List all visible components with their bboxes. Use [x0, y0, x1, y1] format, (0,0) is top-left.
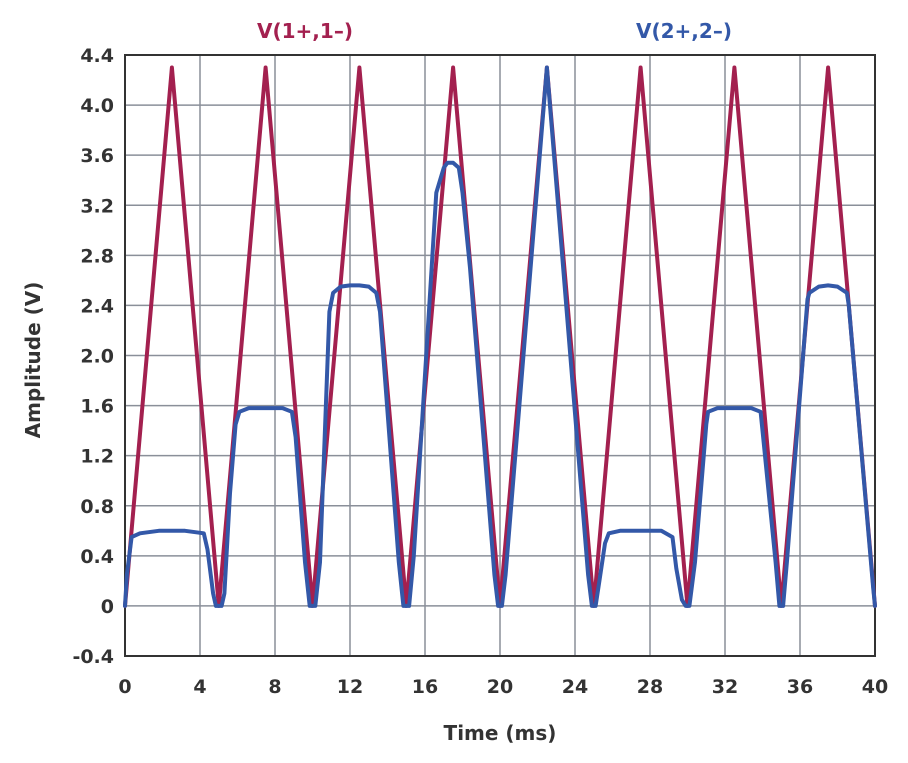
grid [124, 54, 876, 657]
x-tick-label: 24 [562, 676, 588, 698]
y-tick-label: 4.4 [80, 45, 114, 67]
y-tick-label: -0.4 [72, 646, 114, 668]
x-tick-label: 32 [712, 676, 738, 698]
y-tick-label: 0.4 [80, 546, 114, 568]
y-axis-label: Amplitude (V) [21, 282, 45, 439]
y-ticks: -0.4 0 0.4 0.8 1.2 1.6 2.0 2.4 2.8 3.2 3.6 4.0 4.4 [72, 45, 114, 668]
y-tick-label: 3.6 [80, 145, 114, 167]
x-tick-label: 28 [637, 676, 663, 698]
x-tick-label: 36 [787, 676, 813, 698]
y-tick-label: 1.2 [80, 446, 114, 468]
series-line-2 [123, 65, 877, 608]
y-tick-label: 3.2 [80, 195, 114, 217]
y-tick-label: 2.4 [80, 295, 114, 317]
y-tick-label: 1.6 [80, 396, 114, 418]
legend-series-2: V(2+,2–) [636, 19, 732, 43]
x-tick-label: 0 [118, 676, 131, 698]
legend-series-1: V(1+,1–) [257, 19, 353, 43]
y-tick-label: 2.8 [80, 245, 114, 267]
x-tick-label: 16 [412, 676, 438, 698]
series-layer [123, 65, 877, 608]
x-ticks: 0 4 8 12 16 20 24 28 32 36 40 [118, 676, 888, 698]
x-tick-label: 20 [487, 676, 513, 698]
x-tick-label: 4 [193, 676, 206, 698]
x-tick-label: 12 [337, 676, 363, 698]
y-tick-label: 0 [101, 596, 114, 618]
plot-frame [124, 54, 876, 657]
y-tick-label: 0.8 [80, 496, 114, 518]
x-axis-label: Time (ms) [444, 721, 557, 745]
x-tick-label: 40 [862, 676, 888, 698]
y-tick-label: 4.0 [80, 95, 114, 117]
x-tick-label: 8 [268, 676, 281, 698]
y-tick-label: 2.0 [80, 346, 114, 368]
